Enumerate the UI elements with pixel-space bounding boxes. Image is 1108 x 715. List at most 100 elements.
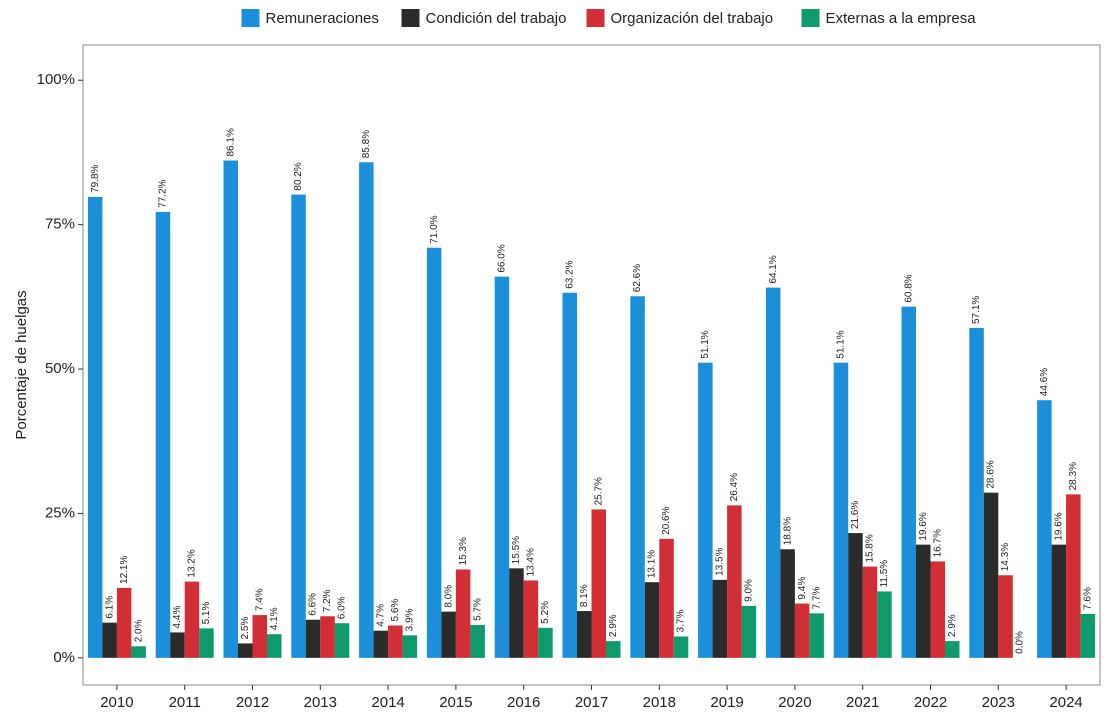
bar: [538, 627, 553, 658]
bar: [780, 549, 795, 658]
value-label: 5.1%: [201, 601, 212, 624]
value-label: 19.6%: [918, 512, 929, 540]
value-label: 11.5%: [879, 560, 890, 588]
bar: [320, 616, 335, 658]
value-label: 2.9%: [947, 614, 958, 637]
value-label: 57.1%: [971, 296, 982, 324]
x-tick-label: 2011: [169, 694, 201, 711]
bar: [998, 575, 1013, 658]
bar: [305, 619, 321, 658]
value-label: 5.7%: [472, 598, 483, 621]
value-label: 86.1%: [225, 128, 236, 156]
x-tick-label: 2010: [100, 694, 133, 711]
y-tick-label: 0%: [53, 649, 75, 666]
bar: [930, 561, 945, 658]
value-label: 9.4%: [797, 577, 808, 600]
value-label: 18.8%: [782, 517, 793, 545]
value-label: 13.5%: [714, 547, 725, 575]
bar: [455, 569, 471, 658]
bar: [606, 641, 621, 658]
value-label: 12.1%: [119, 555, 130, 583]
bar: [916, 544, 931, 658]
x-tick-label: 2012: [236, 694, 269, 711]
value-label: 26.4%: [729, 473, 740, 501]
value-label: 77.2%: [158, 179, 169, 207]
value-label: 63.2%: [564, 260, 575, 288]
value-label: 7.6%: [1082, 587, 1093, 610]
value-label: 71.0%: [429, 215, 440, 243]
bar: [644, 582, 660, 658]
bar: [494, 276, 510, 658]
bar: [794, 603, 810, 658]
x-tick-label: 2015: [439, 694, 472, 711]
value-label: 8.0%: [443, 585, 454, 608]
bar: [901, 306, 916, 658]
bar: [630, 296, 645, 658]
y-axis-label: Porcentaje de huelgas: [13, 290, 30, 439]
bar: [184, 581, 200, 658]
legend-swatch: [586, 9, 605, 27]
bar: [809, 613, 824, 658]
legend-swatch: [801, 9, 820, 27]
value-label: 15.5%: [511, 536, 522, 564]
value-label: 6.0%: [337, 596, 348, 619]
value-label: 80.2%: [293, 162, 304, 190]
value-label: 60.8%: [903, 274, 914, 302]
x-tick-label: 2013: [304, 694, 337, 711]
value-label: 4.4%: [172, 606, 183, 629]
x-tick-label: 2023: [982, 694, 1015, 711]
bar: [523, 580, 539, 658]
bar: [373, 630, 389, 658]
value-label: 28.3%: [1068, 462, 1079, 490]
bar: [470, 624, 485, 658]
value-label: 19.6%: [1053, 512, 1064, 540]
bar: [223, 160, 238, 658]
value-label: 7.2%: [322, 589, 333, 612]
bar: [591, 509, 606, 658]
legend-label: Remuneraciones: [266, 10, 379, 27]
bar: [983, 492, 999, 658]
bar: [727, 505, 742, 658]
bar: [945, 641, 960, 658]
value-label: 15.3%: [458, 537, 469, 565]
bar: [441, 611, 456, 658]
value-label: 85.8%: [361, 130, 372, 158]
bar: [1066, 494, 1081, 658]
x-tick-label: 2016: [507, 694, 540, 711]
bar: [577, 611, 592, 658]
value-label: 14.3%: [1000, 543, 1011, 571]
value-label: 21.6%: [850, 501, 861, 529]
bar: [1037, 400, 1052, 658]
bar: [659, 538, 674, 658]
bar: [862, 566, 878, 658]
bar: [833, 362, 849, 658]
value-label: 16.7%: [932, 529, 943, 557]
value-label: 7.7%: [811, 586, 822, 609]
x-tick-label: 2019: [710, 694, 743, 711]
x-tick-label: 2014: [371, 694, 404, 711]
value-label: 51.1%: [836, 330, 847, 358]
bar: [291, 194, 306, 658]
value-label: 64.1%: [768, 255, 779, 283]
bar: [359, 162, 374, 658]
value-label: 5.6%: [390, 599, 401, 622]
bar: [199, 628, 214, 658]
value-label: 0.0%: [1015, 631, 1026, 654]
value-label: 8.1%: [579, 584, 590, 607]
bar: [155, 211, 171, 658]
bar: [1080, 613, 1096, 658]
value-label: 28.6%: [986, 460, 997, 488]
legend-swatch: [401, 9, 420, 27]
value-label: 2.5%: [240, 617, 251, 640]
bar: [131, 646, 146, 658]
value-label: 4.7%: [375, 604, 386, 627]
bar: [712, 579, 728, 658]
x-tick-label: 2024: [1049, 694, 1082, 711]
bar: [562, 292, 577, 658]
value-label: 6.1%: [104, 596, 115, 619]
value-label: 2.9%: [608, 614, 619, 637]
bar: [426, 247, 442, 658]
x-tick-label: 2017: [575, 694, 608, 711]
bar: [969, 328, 984, 658]
value-label: 15.8%: [865, 534, 876, 562]
